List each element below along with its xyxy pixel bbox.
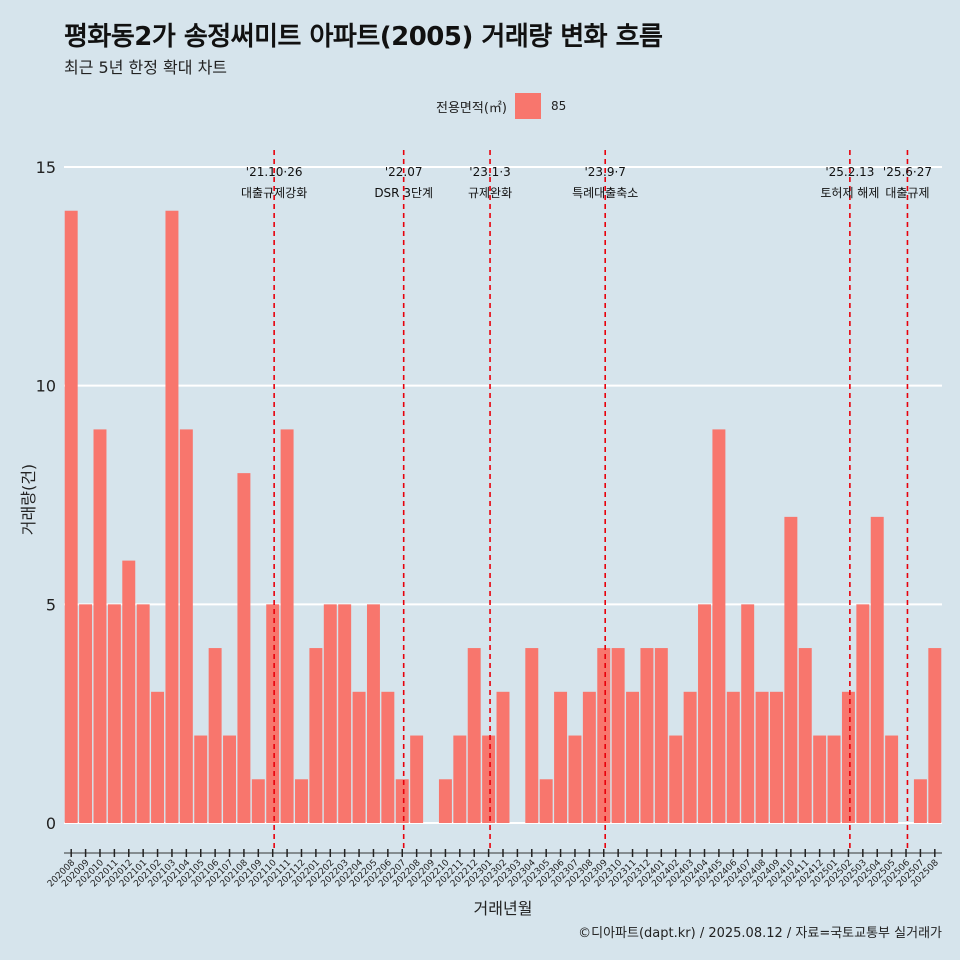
bar (841, 691, 855, 823)
bar (856, 604, 870, 823)
event-label: 토허제 해제 (820, 186, 879, 200)
bar (410, 735, 424, 823)
bar (266, 604, 280, 823)
bar (179, 429, 193, 823)
chart-subtitle: 최근 5년 한정 확대 차트 (64, 58, 228, 77)
bar (798, 648, 812, 823)
y-tick-label: 0 (46, 814, 56, 833)
bar (741, 604, 755, 823)
event-label: 특례대출축소 (572, 186, 638, 200)
legend: 전용면적(㎡) 85 (436, 93, 566, 119)
event-date: '25.2.13 (825, 165, 874, 179)
bar (626, 691, 640, 823)
event-date: '23.1·3 (469, 165, 510, 179)
bar (237, 473, 251, 823)
event-date: '22.07 (385, 165, 423, 179)
bar (698, 604, 711, 823)
bar (813, 735, 827, 823)
event-date: '21.10·26 (246, 165, 303, 179)
event-label: 대출규제강화 (241, 186, 307, 200)
bar (107, 604, 121, 823)
bar (582, 691, 596, 823)
source-caption: ©디아파트(dapt.kr) / 2025.08.12 / 자료=국토교통부 실… (578, 926, 942, 941)
bar (885, 735, 899, 823)
bar (669, 735, 683, 823)
event-date: '25.6·27 (883, 165, 932, 179)
event-date: '23.9·7 (584, 165, 625, 179)
legend-label: 85 (550, 99, 567, 113)
event-label: DSR 3단계 (374, 186, 433, 200)
bar (93, 429, 107, 823)
bar (928, 648, 942, 823)
bar (611, 648, 625, 823)
bar (539, 779, 553, 823)
bar (597, 648, 611, 823)
bar (913, 779, 927, 823)
bar (712, 429, 726, 823)
bar (827, 735, 841, 823)
bar (755, 691, 769, 823)
bar (640, 648, 654, 823)
event-label: 규제완화 (468, 186, 512, 200)
y-tick-label: 5 (46, 595, 56, 614)
bar (208, 648, 222, 823)
bar (467, 648, 481, 823)
bar (366, 604, 380, 823)
bar (338, 604, 352, 823)
bar (870, 516, 884, 823)
bar (352, 691, 366, 823)
bar (654, 648, 668, 823)
bar (79, 604, 93, 823)
bar (568, 735, 582, 823)
legend-swatch (514, 93, 541, 119)
bar (395, 779, 409, 823)
bar (165, 210, 179, 823)
y-tick-label: 10 (36, 377, 56, 396)
y-axis-title: 거래량(건) (19, 464, 38, 535)
bar (453, 735, 467, 823)
bar (280, 429, 294, 823)
event-label: 대출규제 (885, 186, 929, 200)
chart-title: 평화동2가 송정써미트 아파트(2005) 거래량 변화 흐름 (64, 22, 663, 52)
bar (554, 691, 568, 823)
bar (381, 691, 395, 823)
bar (223, 735, 237, 823)
bar (323, 604, 337, 823)
bar (295, 779, 308, 823)
bar (482, 735, 496, 823)
bar (683, 691, 697, 823)
bar (769, 691, 783, 823)
y-tick-label: 15 (36, 158, 56, 177)
bar (496, 691, 510, 823)
bar (136, 604, 150, 823)
bar (438, 779, 452, 823)
bar (251, 779, 265, 823)
bar (309, 648, 323, 823)
bar (122, 560, 136, 823)
bar (525, 648, 539, 823)
bar (151, 691, 165, 823)
legend-title: 전용면적(㎡) (436, 100, 507, 116)
bar (726, 691, 740, 823)
bar (194, 735, 208, 823)
x-axis-title: 거래년월 (474, 899, 533, 918)
bar (784, 516, 798, 823)
bar (64, 210, 78, 823)
